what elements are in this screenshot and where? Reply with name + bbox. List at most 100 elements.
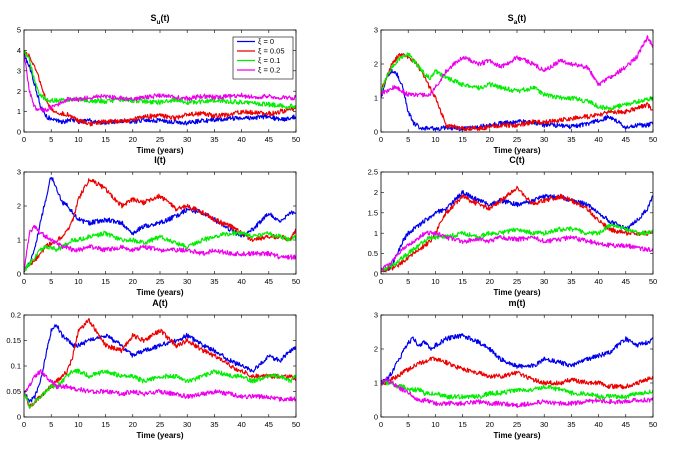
x-tick-label: 0 [22, 135, 26, 144]
x-tick-label: 15 [101, 135, 109, 144]
series-line-C-3 [381, 230, 653, 271]
x-tick-label: 50 [292, 277, 300, 286]
series-group-I [24, 176, 296, 273]
x-tick-label: 45 [265, 135, 273, 144]
chart-panel-C: 0 5 10 15 20 25 30 35 40 45 50 0 0.5 1 1.5 2 2.5 Time (ye… [368, 155, 658, 297]
chart-title-Sa: Sa(t) [508, 13, 527, 26]
x-tick-label: 25 [513, 420, 521, 429]
series-line-C-2 [381, 223, 653, 272]
x-axis-label: Time (years) [494, 146, 541, 155]
chart-panel-I: 0 5 10 15 20 25 30 35 40 45 50 0 1 2 3 Time (years) I(t) [17, 155, 300, 297]
series-line-Sa-3 [381, 35, 653, 98]
x-tick-label: 10 [431, 135, 439, 144]
series-group-Su [24, 50, 296, 127]
chart-panel-m: 0 5 10 15 20 25 30 35 40 45 50 0 1 2 3 Time (years) m(t) [374, 298, 657, 440]
x-axis-label: Time (years) [137, 146, 184, 155]
x-tick-label: 5 [49, 135, 53, 144]
series-group-Sa [381, 35, 653, 132]
chart-title-m: m(t) [509, 298, 526, 308]
x-tick-label: 50 [649, 420, 657, 429]
title-subscript: u [157, 19, 161, 26]
y-tick-label: 2 [374, 188, 378, 197]
y-tick-label: 1 [17, 107, 21, 116]
x-tick-label: 40 [594, 277, 602, 286]
x-tick-label: 0 [379, 420, 383, 429]
x-tick-label: 45 [622, 277, 630, 286]
x-tick-label: 15 [458, 277, 466, 286]
x-tick-label: 30 [540, 420, 548, 429]
x-tick-label: 5 [49, 277, 53, 286]
x-tick-label: 10 [74, 420, 82, 429]
y-tick-label: 2 [374, 60, 378, 69]
y-tick-label: 0.2 [11, 311, 21, 320]
series-line-Sa-2 [381, 52, 653, 111]
x-tick-label: 10 [431, 420, 439, 429]
y-tick-label: 1.5 [368, 208, 378, 217]
y-tick-label: 1 [374, 94, 378, 103]
y-tick-label: 0.5 [368, 249, 378, 258]
x-tick-label: 15 [101, 420, 109, 429]
x-tick-label: 40 [237, 277, 245, 286]
y-tick-label: 3 [374, 26, 378, 35]
series-line-I-3 [24, 224, 296, 271]
y-tick-label: 0.05 [6, 387, 21, 396]
series-line-A-1 [24, 318, 296, 409]
series-line-I-0 [24, 176, 296, 273]
x-tick-label: 20 [129, 135, 137, 144]
x-tick-label: 10 [431, 277, 439, 286]
x-tick-label: 50 [292, 420, 300, 429]
x-tick-label: 5 [406, 420, 410, 429]
x-tick-label: 35 [567, 135, 575, 144]
chart-title-A: A(t) [152, 298, 168, 308]
series-line-Su-0 [24, 52, 296, 126]
x-tick-label: 30 [183, 277, 191, 286]
x-tick-label: 35 [567, 277, 575, 286]
x-tick-label: 25 [513, 277, 521, 286]
chart-panel-Sa: 0 5 10 15 20 25 30 35 40 45 50 0 1 2 3 Time (years) Sa(t… [374, 13, 657, 155]
x-tick-label: 5 [406, 277, 410, 286]
x-tick-label: 20 [486, 277, 494, 286]
x-tick-label: 45 [265, 420, 273, 429]
series-line-Sa-0 [381, 68, 653, 132]
y-tick-label: 4 [17, 46, 21, 55]
y-tick-label: 0 [374, 128, 378, 137]
x-tick-label: 20 [129, 277, 137, 286]
y-tick-label: 2 [17, 87, 21, 96]
x-tick-label: 15 [458, 135, 466, 144]
legend-label-1: ξ = 0.05 [258, 47, 285, 56]
title-main: S [508, 13, 514, 23]
x-tick-label: 35 [210, 420, 218, 429]
x-tick-label: 25 [156, 420, 164, 429]
x-tick-label: 30 [540, 277, 548, 286]
series-group-A [24, 318, 296, 409]
title-main: S [151, 13, 157, 23]
title-suffix: (t) [517, 13, 526, 23]
x-axis-label: Time (years) [494, 431, 541, 440]
x-tick-label: 40 [237, 420, 245, 429]
x-tick-label: 30 [183, 135, 191, 144]
series-line-Su-3 [24, 54, 296, 113]
series-line-m-3 [381, 376, 653, 408]
x-tick-label: 40 [594, 420, 602, 429]
y-tick-label: 5 [17, 26, 21, 35]
y-tick-label: 0 [17, 128, 21, 137]
title-suffix: (t) [161, 13, 170, 23]
y-tick-label: 0 [17, 413, 21, 422]
series-line-m-0 [381, 333, 653, 385]
x-tick-label: 35 [210, 135, 218, 144]
series-line-Su-1 [24, 51, 296, 127]
x-tick-label: 45 [622, 420, 630, 429]
legend-label-0: ξ = 0 [258, 37, 274, 46]
series-line-m-2 [381, 380, 653, 400]
y-tick-label: 2 [17, 202, 21, 211]
series-line-A-0 [24, 324, 296, 403]
y-tick-label: 0 [374, 413, 378, 422]
x-tick-label: 0 [379, 135, 383, 144]
y-tick-label: 1 [374, 229, 378, 238]
x-tick-label: 45 [265, 277, 273, 286]
x-tick-label: 15 [458, 420, 466, 429]
x-tick-label: 35 [567, 420, 575, 429]
y-tick-label: 0 [374, 270, 378, 279]
y-tick-label: 3 [17, 66, 21, 75]
